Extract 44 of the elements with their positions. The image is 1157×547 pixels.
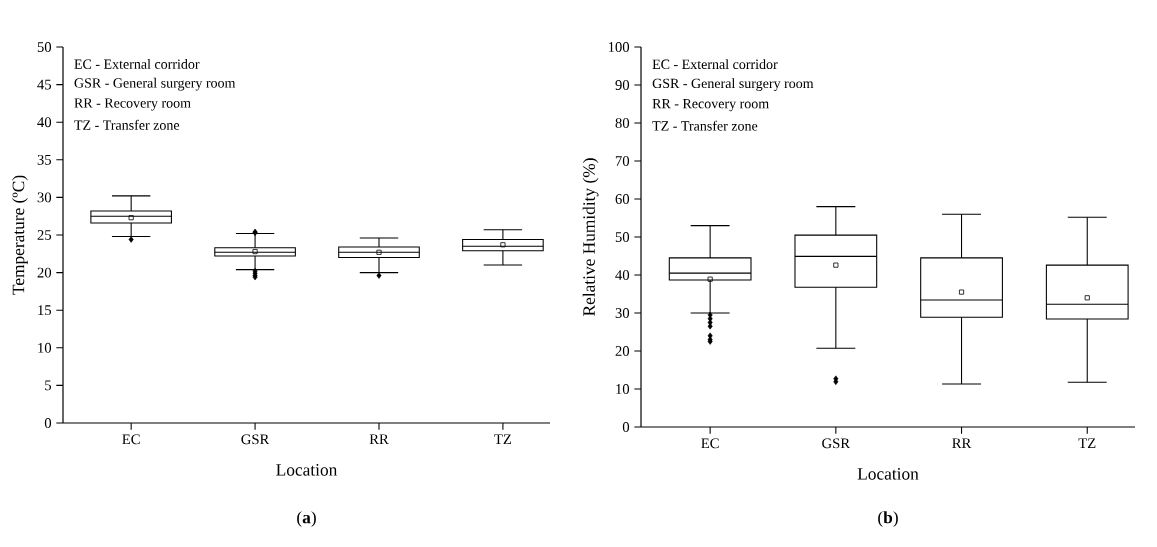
y-tick-label: 35: [37, 154, 52, 165]
y-tick-label: 70: [615, 156, 630, 166]
x-tick-label: RR: [952, 438, 972, 448]
y-tick-label: 60: [615, 194, 630, 204]
y-tick-label: 30: [37, 192, 52, 203]
annotation: TZ - Transfer zone: [652, 120, 758, 131]
annotation: GSR - General surgery room: [652, 78, 814, 91]
y-tick-label: 30: [615, 308, 630, 318]
annotation: GSR - General surgery room: [74, 77, 236, 91]
y-tick-label: 15: [38, 305, 52, 316]
y-tick-label: 100: [608, 42, 630, 52]
y-tick-label: 45: [37, 79, 52, 90]
annotation: EC - External corridor: [652, 59, 778, 70]
y-axis-title: Temperature (ºC): [12, 175, 28, 295]
x-tick-label: GSR: [241, 434, 270, 445]
text: (b): [878, 511, 898, 527]
x-axis-title: Location: [276, 464, 338, 476]
x-tick-label: GSR: [822, 438, 851, 449]
annotation: TZ - Transfer zone: [74, 119, 180, 130]
y-axis-title: Relative Humidity (%): [582, 158, 599, 316]
text: (a): [297, 511, 316, 527]
annotation: RR - Recovery room: [74, 98, 191, 111]
y-tick-label: 20: [37, 267, 52, 278]
y-tick-label: 10: [616, 384, 630, 394]
x-tick-label: RR: [369, 434, 389, 444]
y-tick-label: 40: [615, 270, 630, 280]
y-tick-label: 80: [615, 118, 630, 128]
y-tick-label: 5: [45, 380, 52, 391]
y-tick-label: 90: [615, 80, 630, 90]
y-tick-label: 25: [37, 230, 52, 240]
annotation: EC - External corridor: [74, 59, 200, 69]
y-tick-label: 50: [615, 232, 630, 242]
x-tick-label: EC: [122, 434, 140, 445]
y-tick-label: 50: [37, 42, 52, 52]
y-tick-label: 40: [37, 117, 52, 128]
y-tick-label: 20: [615, 346, 630, 356]
y-tick-label: 10: [38, 342, 52, 353]
annotation: RR - Recovery room: [652, 99, 769, 112]
y-tick-label: 0: [44, 418, 52, 428]
x-tick-label: TZ: [494, 434, 512, 444]
x-axis-title: Location: [857, 468, 919, 480]
x-tick-label: EC: [701, 438, 719, 449]
y-tick-label: 0: [622, 422, 630, 432]
x-tick-label: TZ: [1078, 438, 1096, 448]
